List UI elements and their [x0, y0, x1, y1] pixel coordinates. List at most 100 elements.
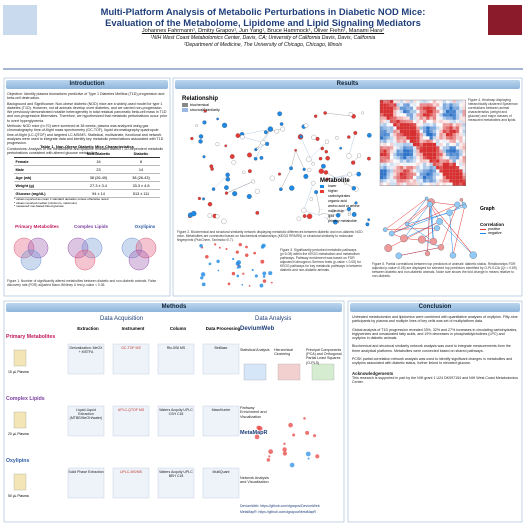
- heatmap-cell: [419, 152, 423, 157]
- venn-circle: [128, 249, 150, 271]
- heatmap-cell: [389, 179, 394, 183]
- heatmap-cell: [436, 182, 440, 186]
- correlation-edge: [385, 198, 427, 230]
- subheading: Data Acquisition: [100, 316, 144, 322]
- method-box: [112, 467, 150, 499]
- heatmap-cell: [452, 156, 456, 160]
- heatmap-cell: [426, 149, 430, 153]
- method-text: Solid Phase Extraction: [68, 470, 104, 474]
- method-box: [67, 343, 105, 375]
- heatmap-cell: [403, 129, 407, 133]
- methods-grid: Extraction Instrument Column Data Processin…: [6, 326, 240, 520]
- sample-label: 50 µL Plasma: [8, 494, 29, 498]
- heatmap-cell: [455, 109, 460, 114]
- heatmap-cell: [380, 156, 384, 160]
- method-box: [112, 405, 150, 437]
- network-node: [323, 111, 327, 115]
- heatmap-cell: [462, 106, 466, 110]
- heatmap-cell: [406, 109, 410, 114]
- heatmap-cell: [393, 142, 397, 147]
- paragraph: Methods: NOD mice (n=70) were screened a…: [7, 124, 164, 146]
- heatmap-cell: [403, 149, 407, 153]
- table-note: * measured non-fasted blood glucose: [14, 204, 64, 209]
- heatmap-cell: [459, 119, 463, 124]
- network-node: [279, 187, 283, 192]
- heatmap-cell: [416, 129, 420, 133]
- pathway-node: [201, 282, 206, 287]
- heatmap-cell: [432, 116, 437, 120]
- heatmap-cell: [399, 123, 404, 127]
- heatmap-cell: [409, 149, 413, 153]
- column-heading: Data Processing: [205, 326, 241, 331]
- table: Table 1. Non-Obese Diabetic Mice Charact…: [14, 144, 160, 209]
- heatmap-cell: [452, 129, 456, 133]
- heatmap-cell: [380, 123, 384, 127]
- heatmap-cell: [389, 116, 394, 120]
- heatmap-cell: [383, 106, 387, 110]
- heatmap-cell: [396, 149, 400, 153]
- heatmap-cell: [455, 149, 460, 153]
- heatmap-cell: [429, 146, 433, 150]
- heatmap-cell: [439, 103, 442, 106]
- pathway-node: [205, 255, 209, 259]
- heatmap-cell: [416, 159, 419, 162]
- network-node: [198, 139, 203, 144]
- ack-heading: Acknowledgements: [352, 370, 394, 376]
- heatmap-cell: [380, 106, 384, 110]
- heatmap-cell: [432, 175, 437, 180]
- heatmap-cell: [426, 152, 430, 157]
- heatmap-cell: [386, 182, 390, 186]
- heatmap-cell: [446, 179, 450, 183]
- correlation-node: [434, 225, 441, 232]
- heatmap-cell: [403, 159, 407, 163]
- heatmap-cell: [446, 116, 450, 120]
- heatmap-cell: [380, 149, 384, 153]
- heatmap-cell: [442, 113, 446, 117]
- heatmap-cell: [406, 123, 410, 127]
- pathway-node: [218, 246, 221, 249]
- heatmap-cell: [380, 113, 384, 117]
- heatmap-cell: [399, 152, 404, 157]
- heatmap-cell: [439, 109, 443, 114]
- table-note: * values reported median (minimum, maxim…: [14, 200, 78, 205]
- table-cell: Weight (g): [15, 183, 35, 188]
- network-node: [221, 122, 228, 128]
- heatmap-cell: [406, 133, 410, 137]
- network-node: [254, 148, 258, 152]
- heatmap-cell: [455, 119, 460, 124]
- network-node: [269, 175, 275, 181]
- heatmap-cell: [383, 123, 387, 127]
- heatmap-cell: [380, 182, 384, 186]
- analysis-item: DeviumWeb: [240, 326, 275, 332]
- heatmap-cell: [429, 116, 433, 120]
- heatmap-cell: [449, 136, 453, 140]
- heatmap-cell: [432, 119, 437, 124]
- link: MetaMapR: https://github.com/dgrapov/Met…: [240, 510, 316, 514]
- pathway-node: [227, 282, 231, 286]
- heatmap-cell: [446, 103, 450, 107]
- heatmap-cell: [455, 139, 460, 143]
- heatmap-cell: [455, 175, 460, 180]
- legend-item: nucleotide: [320, 209, 372, 214]
- network-icon-node: [282, 447, 287, 452]
- heatmap-cell: [422, 103, 427, 107]
- heatmap-cell: [462, 162, 466, 166]
- platform-name: Complex Lipids: [6, 396, 45, 402]
- heatmap-cell: [459, 182, 463, 186]
- heatmap-cell: [403, 123, 407, 127]
- heatmap-cell: [396, 182, 400, 186]
- network-node: [296, 216, 302, 221]
- table-header: Diabetic: [133, 152, 149, 156]
- heatmap-cell: [419, 100, 423, 104]
- heatmap-cell: [429, 136, 433, 140]
- heatmap-cell: [429, 169, 433, 173]
- heatmap-cell: [455, 136, 460, 140]
- heatmap-cell: [416, 152, 420, 157]
- heatmap-cell: [403, 162, 407, 166]
- heatmap-cell: [426, 133, 430, 137]
- method-text: BinBase: [214, 346, 228, 350]
- pathway-node: [236, 274, 240, 278]
- heatmap-cell: [459, 129, 463, 133]
- heatmap-cell: [459, 162, 463, 166]
- network-edge: [213, 174, 228, 190]
